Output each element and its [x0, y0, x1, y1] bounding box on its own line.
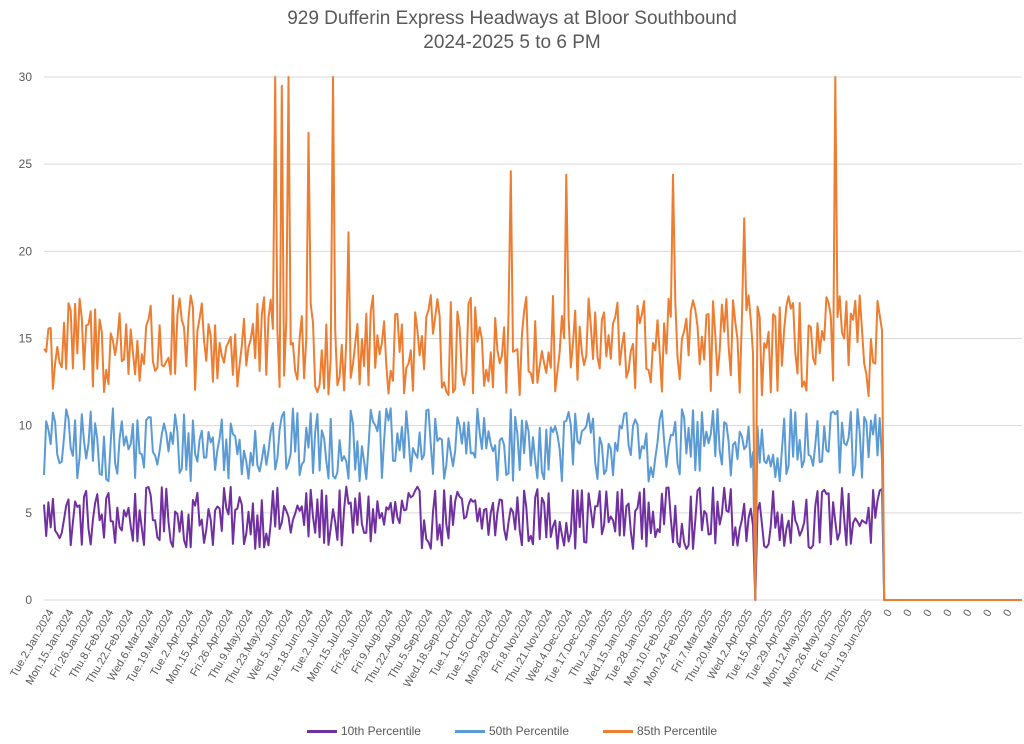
x-tick-label: 0 — [881, 608, 894, 619]
y-tick-label: 0 — [25, 593, 32, 607]
legend-swatch-50th — [454, 729, 485, 733]
legend: 10th Percentile 50th Percentile 85th Per… — [0, 724, 1024, 738]
x-tick-label: 0 — [981, 608, 994, 619]
x-tick-label: 0 — [961, 608, 974, 619]
x-tick-label: 0 — [901, 608, 914, 619]
legend-item-85th: 85th Percentile — [603, 724, 717, 738]
series-line-85th-percentile — [43, 76, 1022, 601]
y-tick-label: 5 — [25, 506, 32, 520]
legend-swatch-85th — [603, 729, 634, 733]
y-tick-label: 30 — [19, 70, 33, 84]
x-tick-label: 0 — [1001, 608, 1014, 619]
y-tick-label: 15 — [19, 332, 33, 346]
y-tick-label: 10 — [19, 419, 33, 433]
legend-label-10th: 10th Percentile — [340, 724, 421, 738]
chart-title: 929 Dufferin Express Headways at Bloor S… — [287, 8, 737, 29]
legend-item-10th: 10th Percentile — [306, 724, 421, 738]
y-tick-label: 20 — [19, 244, 33, 258]
legend-swatch-10th — [306, 729, 337, 733]
x-tick-label: 0 — [921, 608, 934, 619]
legend-item-50th: 50th Percentile — [454, 724, 570, 738]
chart-subtitle: 2024-2025 5 to 6 PM — [423, 32, 601, 53]
legend-label-50th: 50th Percentile — [488, 724, 570, 738]
series-line-10th-percentile — [43, 485, 1022, 601]
series-line-50th-percentile — [43, 407, 1022, 601]
x-tick-label: 0 — [941, 608, 954, 619]
y-tick-label: 25 — [19, 157, 33, 171]
legend-label-85th: 85th Percentile — [637, 724, 718, 738]
